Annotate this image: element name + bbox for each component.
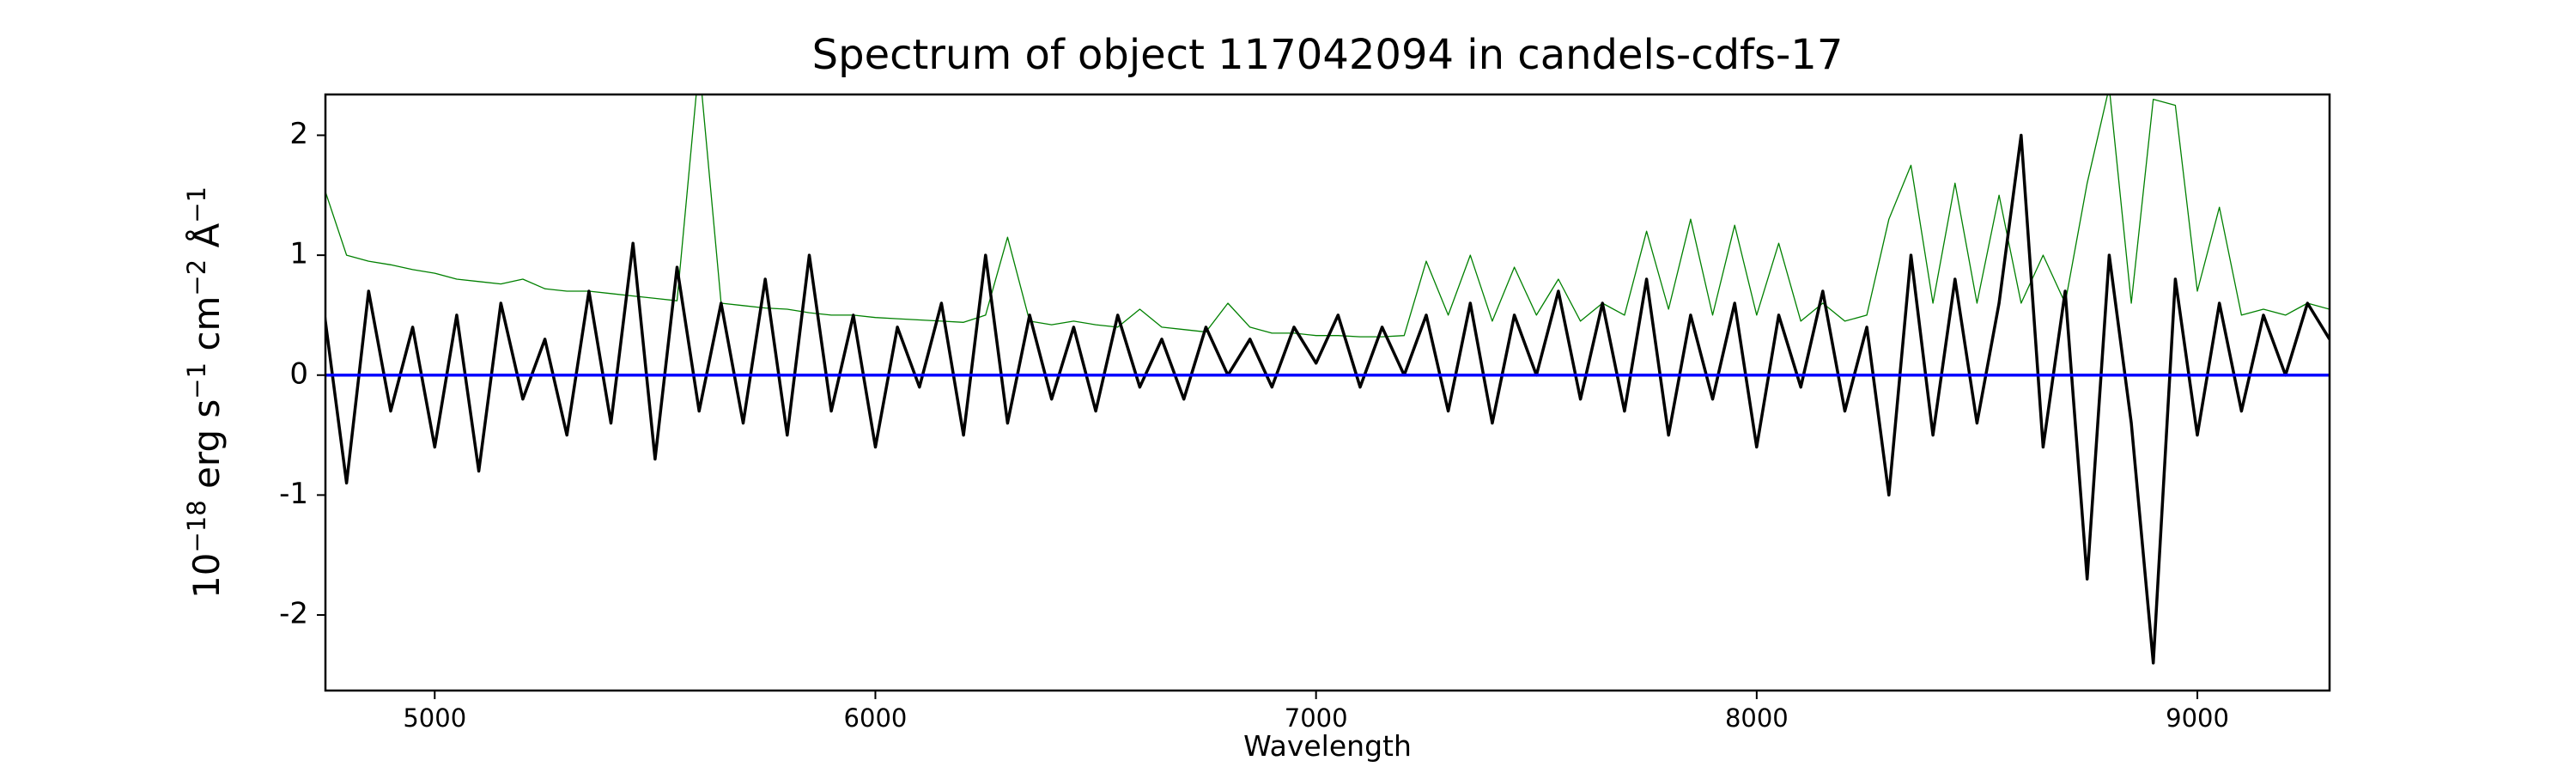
y-axis-label-part: −18: [182, 500, 211, 552]
x-tick-label: 8000: [1725, 703, 1789, 733]
y-tick-label: -1: [279, 477, 308, 511]
y-tick-label: -2: [279, 597, 308, 631]
x-axis-label: Wavelength: [1243, 729, 1412, 763]
plot-frame: [324, 93, 2331, 692]
y-axis-label-part: −1: [182, 362, 211, 399]
y-tick-label: 0: [289, 356, 308, 391]
y-axis-label-part: 10: [185, 553, 228, 599]
chart-title: Spectrum of object 117042094 in candels-…: [812, 31, 1844, 79]
y-tick-label: 2: [289, 117, 308, 151]
plot-area: [325, 94, 2330, 665]
y-tick-label: 1: [289, 237, 308, 271]
y-axis-label: 10−18 erg s−1 cm−2 Å−1: [182, 186, 228, 599]
y-axis-label-part: Å: [185, 223, 228, 259]
x-tick-label: 9000: [2166, 703, 2229, 733]
x-tick-label: 6000: [844, 703, 908, 733]
y-axis-label-part: −1: [182, 186, 211, 223]
x-tick-label: 7000: [1285, 703, 1348, 733]
x-tick-label: 5000: [403, 703, 466, 733]
y-axis-label-part: cm: [185, 296, 228, 362]
spectrum-line: [325, 133, 2330, 665]
y-axis-label-part: erg s: [185, 399, 228, 501]
y-axis-label-part: −2: [182, 259, 211, 296]
